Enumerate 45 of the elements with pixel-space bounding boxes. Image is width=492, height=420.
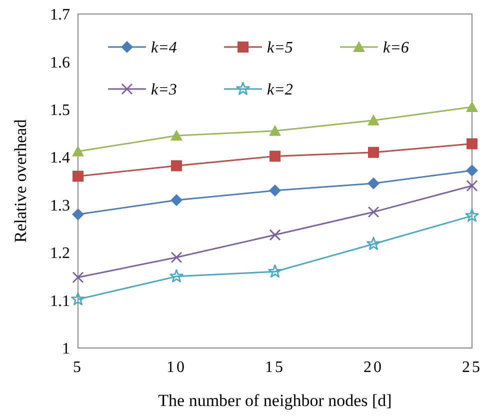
legend-label: k=4 bbox=[151, 40, 177, 57]
x-tick-label: 10 bbox=[166, 359, 186, 376]
y-tick-label: 1.3 bbox=[50, 197, 70, 214]
point bbox=[268, 264, 282, 278]
legend-label: k=2 bbox=[267, 82, 293, 99]
y-tick-label: 1.7 bbox=[50, 6, 70, 24]
y-tick-label: 1 bbox=[62, 340, 70, 358]
y-tick-label: 1.5 bbox=[50, 102, 70, 120]
point bbox=[368, 206, 380, 218]
point bbox=[269, 184, 281, 197]
point bbox=[269, 124, 281, 136]
point bbox=[170, 252, 182, 264]
point bbox=[368, 114, 380, 126]
point bbox=[466, 101, 478, 112]
y-tick-label: 1.4 bbox=[50, 150, 70, 167]
point bbox=[368, 177, 380, 190]
point bbox=[72, 208, 84, 220]
point bbox=[72, 145, 84, 156]
point bbox=[72, 170, 84, 182]
point bbox=[269, 229, 281, 241]
point bbox=[466, 138, 478, 150]
point bbox=[466, 180, 478, 192]
legend-label: k=5 bbox=[267, 40, 293, 57]
point bbox=[170, 130, 182, 141]
legend-label: k=3 bbox=[151, 82, 177, 99]
point bbox=[466, 164, 478, 177]
legend-label: k=6 bbox=[383, 40, 409, 57]
y-tick-label: 1.2 bbox=[50, 245, 70, 262]
x-tick-label: 5 bbox=[73, 359, 83, 376]
point bbox=[72, 272, 84, 284]
point bbox=[270, 150, 280, 162]
x-axis-title: The number of neighbor nodes [d] bbox=[158, 391, 392, 410]
y-tick-label: 1.6 bbox=[50, 54, 70, 72]
point bbox=[368, 146, 379, 158]
y-tick-label: 1.1 bbox=[50, 292, 70, 310]
point bbox=[71, 292, 85, 306]
point bbox=[170, 269, 184, 282]
point bbox=[171, 160, 182, 172]
x-tick-label: 25 bbox=[462, 359, 482, 376]
point bbox=[465, 208, 479, 222]
point bbox=[170, 194, 182, 206]
x-tick-label: 20 bbox=[364, 359, 384, 376]
y-axis-title: Relative overhead bbox=[11, 118, 30, 243]
x-tick-label: 15 bbox=[265, 359, 285, 376]
point bbox=[366, 236, 380, 250]
